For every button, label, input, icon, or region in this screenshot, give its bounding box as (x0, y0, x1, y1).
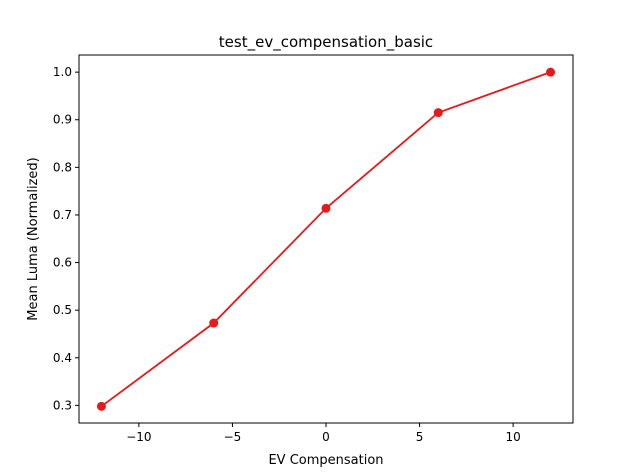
y-tick-label: 1.0 (53, 65, 72, 79)
data-point (321, 203, 331, 213)
y-tick-label: 0.8 (53, 160, 72, 174)
y-axis-label: Mean Luma (Normalized) (26, 157, 41, 320)
chart-title: test_ev_compensation_basic (219, 33, 433, 52)
data-point (96, 401, 106, 411)
x-tick-label: 5 (416, 430, 424, 444)
y-tick-label: 0.9 (53, 113, 72, 127)
x-tick-label: −5 (224, 430, 242, 444)
y-tick-label: 0.6 (53, 256, 72, 270)
data-point (546, 67, 556, 77)
data-point (433, 108, 443, 118)
x-tick-label: −10 (126, 430, 151, 444)
y-tick-label: 0.5 (53, 303, 72, 317)
x-tick-label: 10 (505, 430, 520, 444)
y-tick-label: 0.7 (53, 208, 72, 222)
series-line (100, 71, 551, 408)
data-point (209, 318, 219, 328)
y-tick-label: 0.3 (53, 398, 72, 412)
x-axis-label: EV Compensation (268, 453, 383, 468)
x-tick-label: 0 (322, 430, 330, 444)
y-tick-label: 0.4 (53, 351, 72, 365)
plot-frame (78, 54, 574, 424)
